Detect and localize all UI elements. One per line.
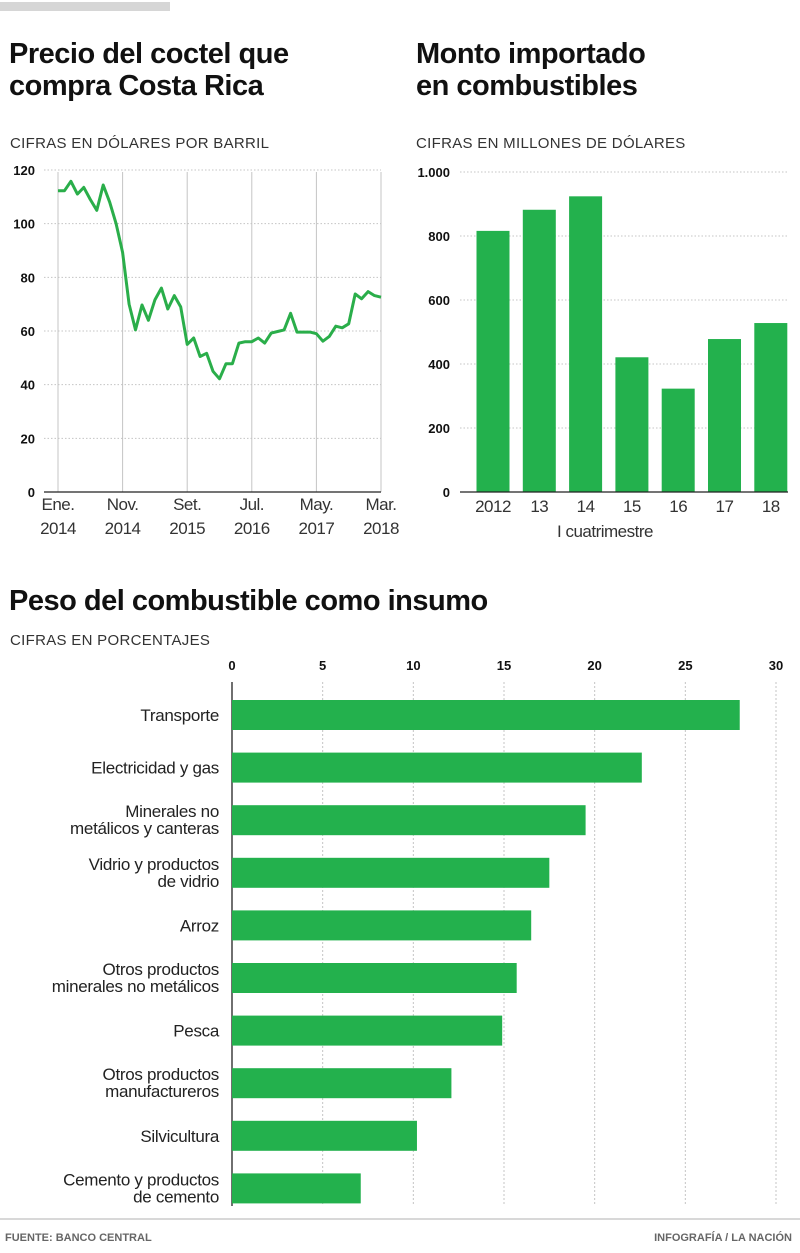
y-tick-label: 1.000 [417, 165, 450, 180]
bar-15 [615, 357, 649, 492]
x-tick-label: 10 [406, 658, 420, 673]
y-tick-label: 0 [28, 485, 35, 500]
bar-14 [569, 196, 603, 492]
x-tick-label: 14 [577, 497, 595, 516]
bar-chart-subtitle: CIFRAS EN MILLONES DE DÓLARES [416, 135, 686, 152]
x-tick-label: 30 [769, 658, 783, 673]
category-label: Vidrio y productos [89, 855, 219, 874]
x-tick-label: 20 [587, 658, 601, 673]
category-label: metálicos y canteras [70, 819, 219, 838]
x-tick-label-month: Nov. [107, 495, 139, 514]
category-label: de vidrio [157, 872, 219, 891]
x-tick-label-year: 2016 [234, 519, 270, 538]
category-label: Arroz [180, 916, 219, 935]
hbar-chart-subtitle: CIFRAS EN PORCENTAJES [10, 632, 210, 649]
category-label: Transporte [140, 706, 219, 725]
bar-category [232, 805, 586, 836]
bar-category [232, 700, 740, 730]
y-tick-label: 0 [443, 485, 450, 500]
x-tick-label: 2012 [475, 497, 511, 516]
bar-13 [522, 209, 556, 492]
footer-credit: INFOGRAFÍA / LA NACIÓN [654, 1231, 792, 1244]
x-tick-label-month: May. [300, 495, 334, 514]
y-tick-label: 100 [13, 217, 35, 232]
category-label: manufactureros [105, 1082, 219, 1101]
x-tick-label-year: 2015 [169, 519, 205, 538]
bar-2012 [476, 230, 510, 492]
x-tick-label-year: 2018 [363, 519, 399, 538]
bar-category [232, 1068, 452, 1099]
category-label: Silvicultura [140, 1127, 219, 1146]
line-chart-title-line-1: Precio del coctel que [9, 38, 289, 70]
category-label: Electricidad y gas [91, 759, 219, 778]
x-tick-label-month: Jul. [240, 495, 264, 514]
fuel-weight-hbar-chart: 0 5 10 15 20 25 30 Transporte Electricidad y gas… [52, 658, 784, 1206]
bar-category [232, 910, 532, 941]
y-tick-label: 80 [21, 270, 35, 285]
y-tick-label: 120 [13, 163, 35, 178]
hbar-chart-title: Peso del combustible como insumo [9, 585, 488, 617]
x-tick-label-month: Ene. [42, 495, 75, 514]
x-tick-label: 15 [623, 497, 641, 516]
line-chart-title-line-2: compra Costa Rica [9, 70, 265, 102]
x-axis-label: I cuatrimestre [557, 522, 653, 541]
x-tick-label: 0 [228, 658, 235, 673]
x-tick-label: 15 [497, 658, 511, 673]
bar-chart-title-line-1: Monto importado [416, 38, 645, 70]
y-tick-label: 20 [21, 431, 35, 446]
bar-16 [661, 388, 695, 492]
bar-chart-title-line-2: en combustibles [416, 70, 637, 102]
y-tick-label: 800 [428, 229, 450, 244]
x-tick-label: 17 [716, 497, 734, 516]
x-tick-label: 16 [669, 497, 687, 516]
x-tick-label-month: Mar. [365, 495, 396, 514]
imports-bar-chart: 0 200 400 600 800 1.000 2012 13 14 15 16 17 18 I cuat… [417, 165, 788, 541]
category-label: minerales no metálicos [52, 977, 219, 996]
x-tick-label-year: 2014 [105, 519, 141, 538]
price-line-chart: 0 20 40 60 80 100 120 Ene. 2014 Nov. 2014 Set. 2015 J… [13, 163, 399, 538]
category-label: Otros productos [103, 960, 219, 979]
y-tick-label: 40 [21, 378, 35, 393]
x-tick-label: 5 [319, 658, 326, 673]
price-series-line [58, 179, 382, 381]
x-tick-label-month: Set. [173, 495, 201, 514]
y-tick-label: 400 [428, 357, 450, 372]
x-tick-label: 13 [530, 497, 548, 516]
bar-category [232, 857, 550, 888]
category-label: de cemento [133, 1187, 219, 1206]
footer-source: FUENTE: BANCO CENTRAL [5, 1232, 152, 1244]
bar-18 [754, 323, 788, 492]
category-label: Minerales no [125, 802, 219, 821]
x-tick-label-year: 2014 [40, 519, 76, 538]
x-tick-label: 25 [678, 658, 692, 673]
bar-category [232, 963, 517, 993]
y-tick-label: 600 [428, 293, 450, 308]
bar-category [232, 1173, 361, 1204]
category-label: Pesca [173, 1022, 220, 1041]
top-decoration-bar [0, 2, 170, 11]
line-chart-subtitle: CIFRAS EN DÓLARES POR BARRIL [10, 135, 269, 152]
bar-category [232, 752, 642, 783]
category-label: Otros productos [103, 1065, 219, 1084]
y-tick-label: 60 [21, 324, 35, 339]
y-tick-label: 200 [428, 421, 450, 436]
bar-category [232, 1015, 503, 1046]
bar-17 [708, 339, 741, 492]
category-label: Cemento y productos [63, 1170, 219, 1189]
bar-category [232, 1120, 417, 1151]
x-tick-label: 18 [762, 497, 780, 516]
x-tick-label-year: 2017 [298, 519, 334, 538]
